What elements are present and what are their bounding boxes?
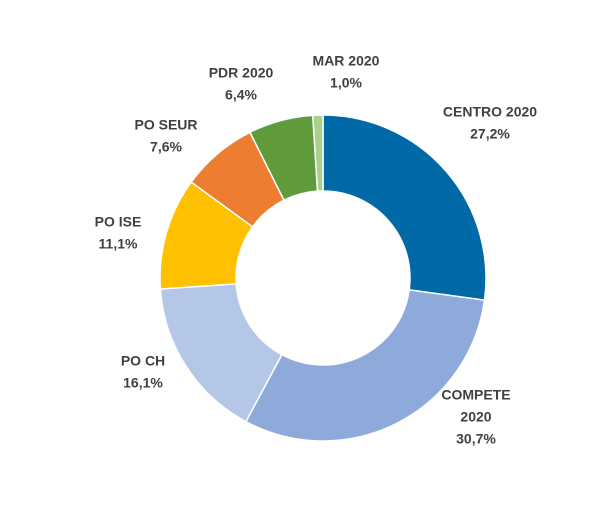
label-name: PDR 2020 (209, 65, 274, 81)
label-name: COMPETE (441, 387, 510, 403)
label-value: 7,6% (150, 139, 182, 155)
label-name: PO CH (121, 353, 165, 369)
label-value: 30,7% (456, 431, 496, 447)
label-name: CENTRO 2020 (443, 104, 537, 120)
label-pdr-2020: PDR 2020 6,4% (209, 65, 274, 103)
slice-labels: CENTRO 2020 27,2% COMPETE 2020 30,7% PO CH 16,… (95, 53, 538, 447)
label-po-seur: PO SEUR 7,6% (134, 117, 197, 155)
label-value: 27,2% (470, 126, 510, 142)
label-po-ch: PO CH 16,1% (121, 353, 165, 391)
label-name: MAR 2020 (313, 53, 380, 69)
label-value: 6,4% (225, 87, 257, 103)
label-name: 2020 (460, 409, 491, 425)
label-centro-2020: CENTRO 2020 27,2% (443, 104, 537, 142)
label-po-ise: PO ISE 11,1% (95, 214, 142, 252)
label-value: 1,0% (330, 75, 362, 91)
donut-slices (159, 114, 487, 442)
slice-mar-2020 (311, 114, 324, 192)
label-name: PO SEUR (134, 117, 197, 133)
slice-compete-2020 (244, 288, 486, 442)
label-value: 16,1% (123, 375, 163, 391)
slice-centro-2020 (322, 114, 487, 302)
label-name: PO ISE (95, 214, 142, 230)
label-mar-2020: MAR 2020 1,0% (313, 53, 380, 91)
label-compete-2020: COMPETE 2020 30,7% (441, 387, 510, 447)
label-value: 11,1% (99, 236, 138, 252)
